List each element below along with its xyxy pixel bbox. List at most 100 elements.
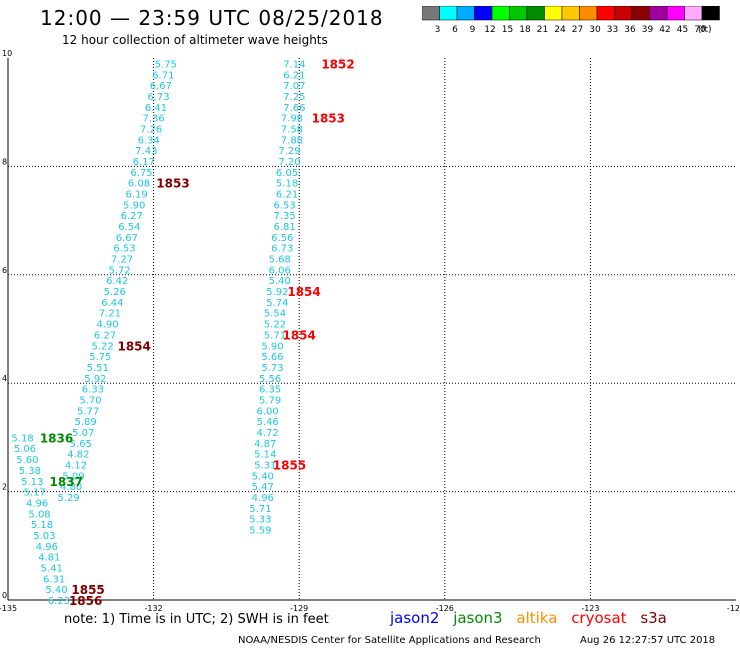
pass-time-label: 1853 <box>156 177 189 191</box>
swh-value: 5.29 <box>58 493 80 504</box>
pass-time-label: 1854 <box>282 328 315 342</box>
swh-value: 4.82 <box>67 450 89 461</box>
wave-height-colorbar: 3 6 9 12 15 18 21 24 27 30 33 36 39 42 45 70(ft) <box>422 6 720 35</box>
colorbar-tick-label: 24 <box>554 25 566 35</box>
swh-value: 5.90 <box>123 200 145 211</box>
pass-time-label: 1856 <box>69 594 102 608</box>
swh-value: 5.22 <box>264 320 286 331</box>
swh-value: 5.66 <box>261 352 283 363</box>
swh-value: 5.65 <box>70 439 92 450</box>
swh-value: 5.03 <box>33 531 55 542</box>
colorbar-tick-label: 36 <box>624 25 636 35</box>
swh-value: 5.79 <box>259 395 281 406</box>
pass-time-label: 1855 <box>273 459 306 473</box>
swh-value: 7.43 <box>135 146 157 157</box>
swh-value: 5.72 <box>108 265 130 276</box>
colorbar-tick-label: 18 <box>519 25 531 35</box>
swh-value: 5.41 <box>41 563 63 574</box>
swh-value: 5.06 <box>14 444 36 455</box>
swh-value: 6.71 <box>152 70 174 81</box>
satellite-legend: jason2 jason3 altika cryosat s3a <box>390 609 676 627</box>
swh-value: 5.22 <box>92 341 114 352</box>
pass-time-label: 1852 <box>321 57 354 71</box>
swh-value: 5.46 <box>257 417 279 428</box>
colorbar-tick-label: 70 <box>694 25 706 35</box>
swh-value: 6.35 <box>259 385 281 396</box>
swh-value: 6.67 <box>116 233 138 244</box>
swh-value: 4.80 <box>60 482 82 493</box>
swh-value: 7.88 <box>281 135 303 146</box>
swh-value: 5.90 <box>261 341 283 352</box>
swh-value: 6.56 <box>271 233 293 244</box>
swh-value: 6.67 <box>150 81 172 92</box>
lon-tick-label: -126 <box>436 604 454 613</box>
swh-value: 5.33 <box>249 515 271 526</box>
swh-value: 7.07 <box>283 81 305 92</box>
lon-tick-label: -120 <box>727 604 740 613</box>
swh-value: 6.73 <box>147 92 169 103</box>
swh-value: 6.21 <box>276 190 298 201</box>
colorbar-tick-label: 12 <box>484 25 495 35</box>
swh-value: 5.75 <box>155 59 177 70</box>
lat-tick-label: 8 <box>2 157 7 166</box>
swh-value: 5.73 <box>261 363 283 374</box>
legend-jason3: jason3 <box>453 609 503 627</box>
swh-value: 5.54 <box>264 309 286 320</box>
swh-value: 5.59 <box>249 526 271 537</box>
swh-value: 5.51 <box>87 363 109 374</box>
swh-value: 5.77 <box>77 406 99 417</box>
swh-value: 7.27 <box>111 255 133 266</box>
swh-value: 6.73 <box>271 244 293 255</box>
credit-line: NOAA/NESDIS Center for Satellite Applica… <box>238 635 541 646</box>
swh-value: 5.18 <box>31 520 53 531</box>
swh-value: 7.35 <box>274 211 296 222</box>
swh-value: 7.58 <box>281 124 303 135</box>
swh-value: 6.41 <box>145 103 167 114</box>
colorbar-tick-label: 42 <box>659 25 670 35</box>
colorbar-tick-label: 45 <box>677 25 688 35</box>
swh-value: 7.25 <box>283 92 305 103</box>
colorbar-tick-label: 6 <box>452 25 458 35</box>
swh-value: 5.70 <box>79 395 101 406</box>
page-subtitle: 12 hour collection of altimeter wave hei… <box>62 33 328 47</box>
swh-value: 5.18 <box>11 433 33 444</box>
swh-value: 6.21 <box>283 70 305 81</box>
swh-value: 6.05 <box>276 168 298 179</box>
swh-value: 5.71 <box>249 504 271 515</box>
pass-time-label: 1854 <box>287 285 320 299</box>
swh-value: 6.81 <box>274 222 296 233</box>
swh-value: 5.07 <box>72 428 94 439</box>
swh-value: 5.13 <box>21 477 43 488</box>
colorbar-tick-label: 21 <box>537 25 548 35</box>
lat-tick-label: 0 <box>2 591 7 600</box>
swh-value: 5.75 <box>89 352 111 363</box>
swh-value: 7.20 <box>278 157 300 168</box>
pass-time-label: 1836 <box>40 431 73 445</box>
swh-value: 5.40 <box>252 471 274 482</box>
colorbar-tick-label: 39 <box>642 25 654 35</box>
legend-cryosat: cryosat <box>571 609 627 627</box>
swh-value: 6.31 <box>43 574 65 585</box>
swh-value: 6.19 <box>125 190 147 201</box>
swh-value: 6.08 <box>128 179 150 190</box>
colorbar-swatch <box>701 6 720 21</box>
swh-value: 6.33 <box>82 385 104 396</box>
swh-value: 5.74 <box>266 298 288 309</box>
swh-value: 5.38 <box>19 466 41 477</box>
swh-value: 6.34 <box>138 135 160 146</box>
lon-tick-label: -129 <box>290 604 308 613</box>
swh-value: 6.44 <box>101 298 123 309</box>
swh-value: 6.42 <box>106 276 128 287</box>
colorbar-tick-label: 9 <box>470 25 476 35</box>
footnote: note: 1) Time is in UTC; 2) SWH is in fe… <box>64 612 329 627</box>
swh-value: 6.23 <box>48 596 70 607</box>
lat-tick-label: 6 <box>2 266 7 275</box>
swh-value: 6.06 <box>269 265 291 276</box>
legend-s3a: s3a <box>640 609 667 627</box>
swh-value: 5.47 <box>252 482 274 493</box>
swh-value: 6.75 <box>130 168 152 179</box>
legend-altika: altika <box>516 609 558 627</box>
swh-value: 5.60 <box>16 455 38 466</box>
swh-value: 5.89 <box>75 417 97 428</box>
swh-value: 7.21 <box>99 309 121 320</box>
